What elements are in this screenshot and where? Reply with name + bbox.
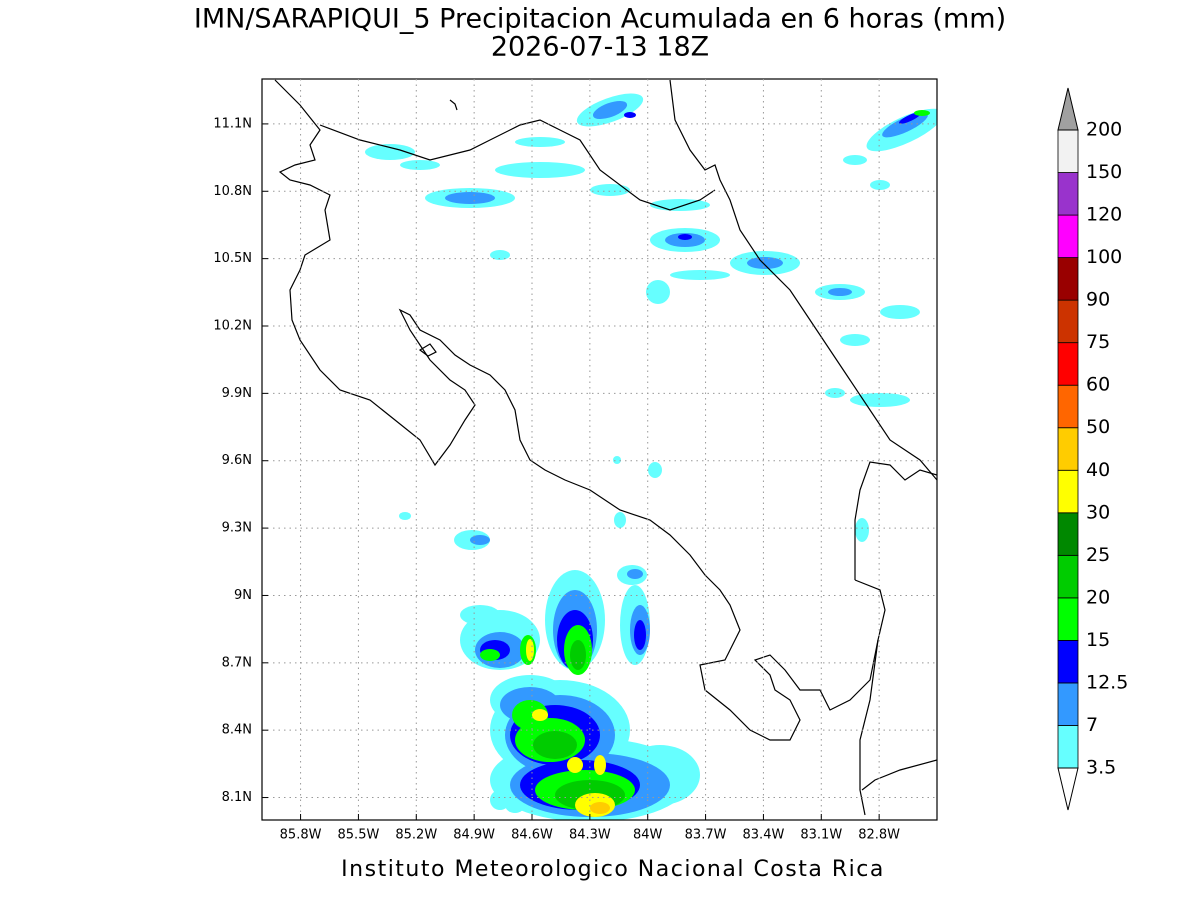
colorbar-label: 12.5 [1086,671,1128,693]
colorbar-label: 20 [1086,586,1110,608]
y-tick-label: 8.4N [222,723,252,738]
x-tick-label: 84.6W [511,828,553,843]
x-tick-label: 84.3W [569,828,611,843]
colorbar-box [1057,427,1079,471]
colorbar: 3.5 7 12.5 15 20 25 30 40 50 60 75 90 100 120 150 200 [1057,87,1128,811]
colorbar-box [1057,682,1079,726]
colorbar-box [1057,342,1079,386]
y-tick-label: 10.5N [213,251,252,266]
y-tick-label: 9.3N [222,521,252,536]
y-tick-label: 9.9N [222,386,252,401]
colorbar-label: 60 [1086,374,1110,396]
y-tick-label: 9N [234,588,252,603]
colorbar-box [1057,512,1079,556]
x-tick-label: 83.4W [743,828,785,843]
colorbar-label: 50 [1086,416,1110,438]
colorbar-box [1057,172,1079,216]
colorbar-box [1057,554,1079,599]
colorbar-over [1057,87,1079,131]
x-tick-label: 84.9W [453,828,495,843]
colorbar-label: 75 [1086,331,1110,353]
colorbar-label: 150 [1086,161,1122,183]
x-tick-label: 84W [633,828,663,843]
footer: Instituto Meteorologico Nacional Costa R… [341,857,885,882]
colorbar-label: 100 [1086,246,1122,268]
y-tick-label: 9.6N [222,453,252,468]
x-tick-label: 85.2W [395,828,437,843]
x-tick-label: 85.5W [338,828,380,843]
y-tick-label: 10.8N [213,184,252,199]
x-tick-label: 83.7W [685,828,727,843]
colorbar-label: 15 [1086,629,1110,651]
colorbar-label: 30 [1086,501,1110,523]
x-tick-label: 83.1W [800,828,842,843]
colorbar-label: 3.5 [1086,757,1116,779]
precip-field [365,93,937,820]
colorbar-label: 120 [1086,204,1122,226]
y-tick-label: 11.1N [213,116,252,131]
colorbar-label: 200 [1086,119,1122,141]
colorbar-box [1057,640,1079,684]
colorbar-label: 90 [1086,289,1110,311]
y-tick-label: 8.7N [222,655,252,670]
y-tick-label: 10.2N [213,319,252,334]
subtitle: 2026-07-13 18Z [491,32,709,63]
colorbar-box [1057,597,1079,641]
colorbar-box [1057,384,1079,429]
map-frame [261,78,938,821]
coastlines [274,79,937,816]
title: IMN/SARAPIQUI_5 Precipitacion Acumulada … [194,4,1006,35]
colorbar-label: 40 [1086,459,1110,481]
colorbar-box [1057,129,1079,173]
colorbar-box [1057,257,1079,301]
colorbar-label: 25 [1086,544,1110,566]
x-tick-label: 82.8W [858,828,900,843]
axes: 85.8W 85.5W 85.2W 84.9W 84.6W 84.3W 84W 83.7W 83… [213,79,937,843]
x-tick-label: 85.8W [280,828,322,843]
y-tick-label: 8.1N [222,790,252,805]
colorbar-box [1057,469,1079,514]
colorbar-box [1057,299,1079,344]
colorbar-box [1057,214,1079,258]
colorbar-box [1057,725,1079,769]
colorbar-label: 7 [1086,714,1098,736]
colorbar-under [1057,767,1079,811]
